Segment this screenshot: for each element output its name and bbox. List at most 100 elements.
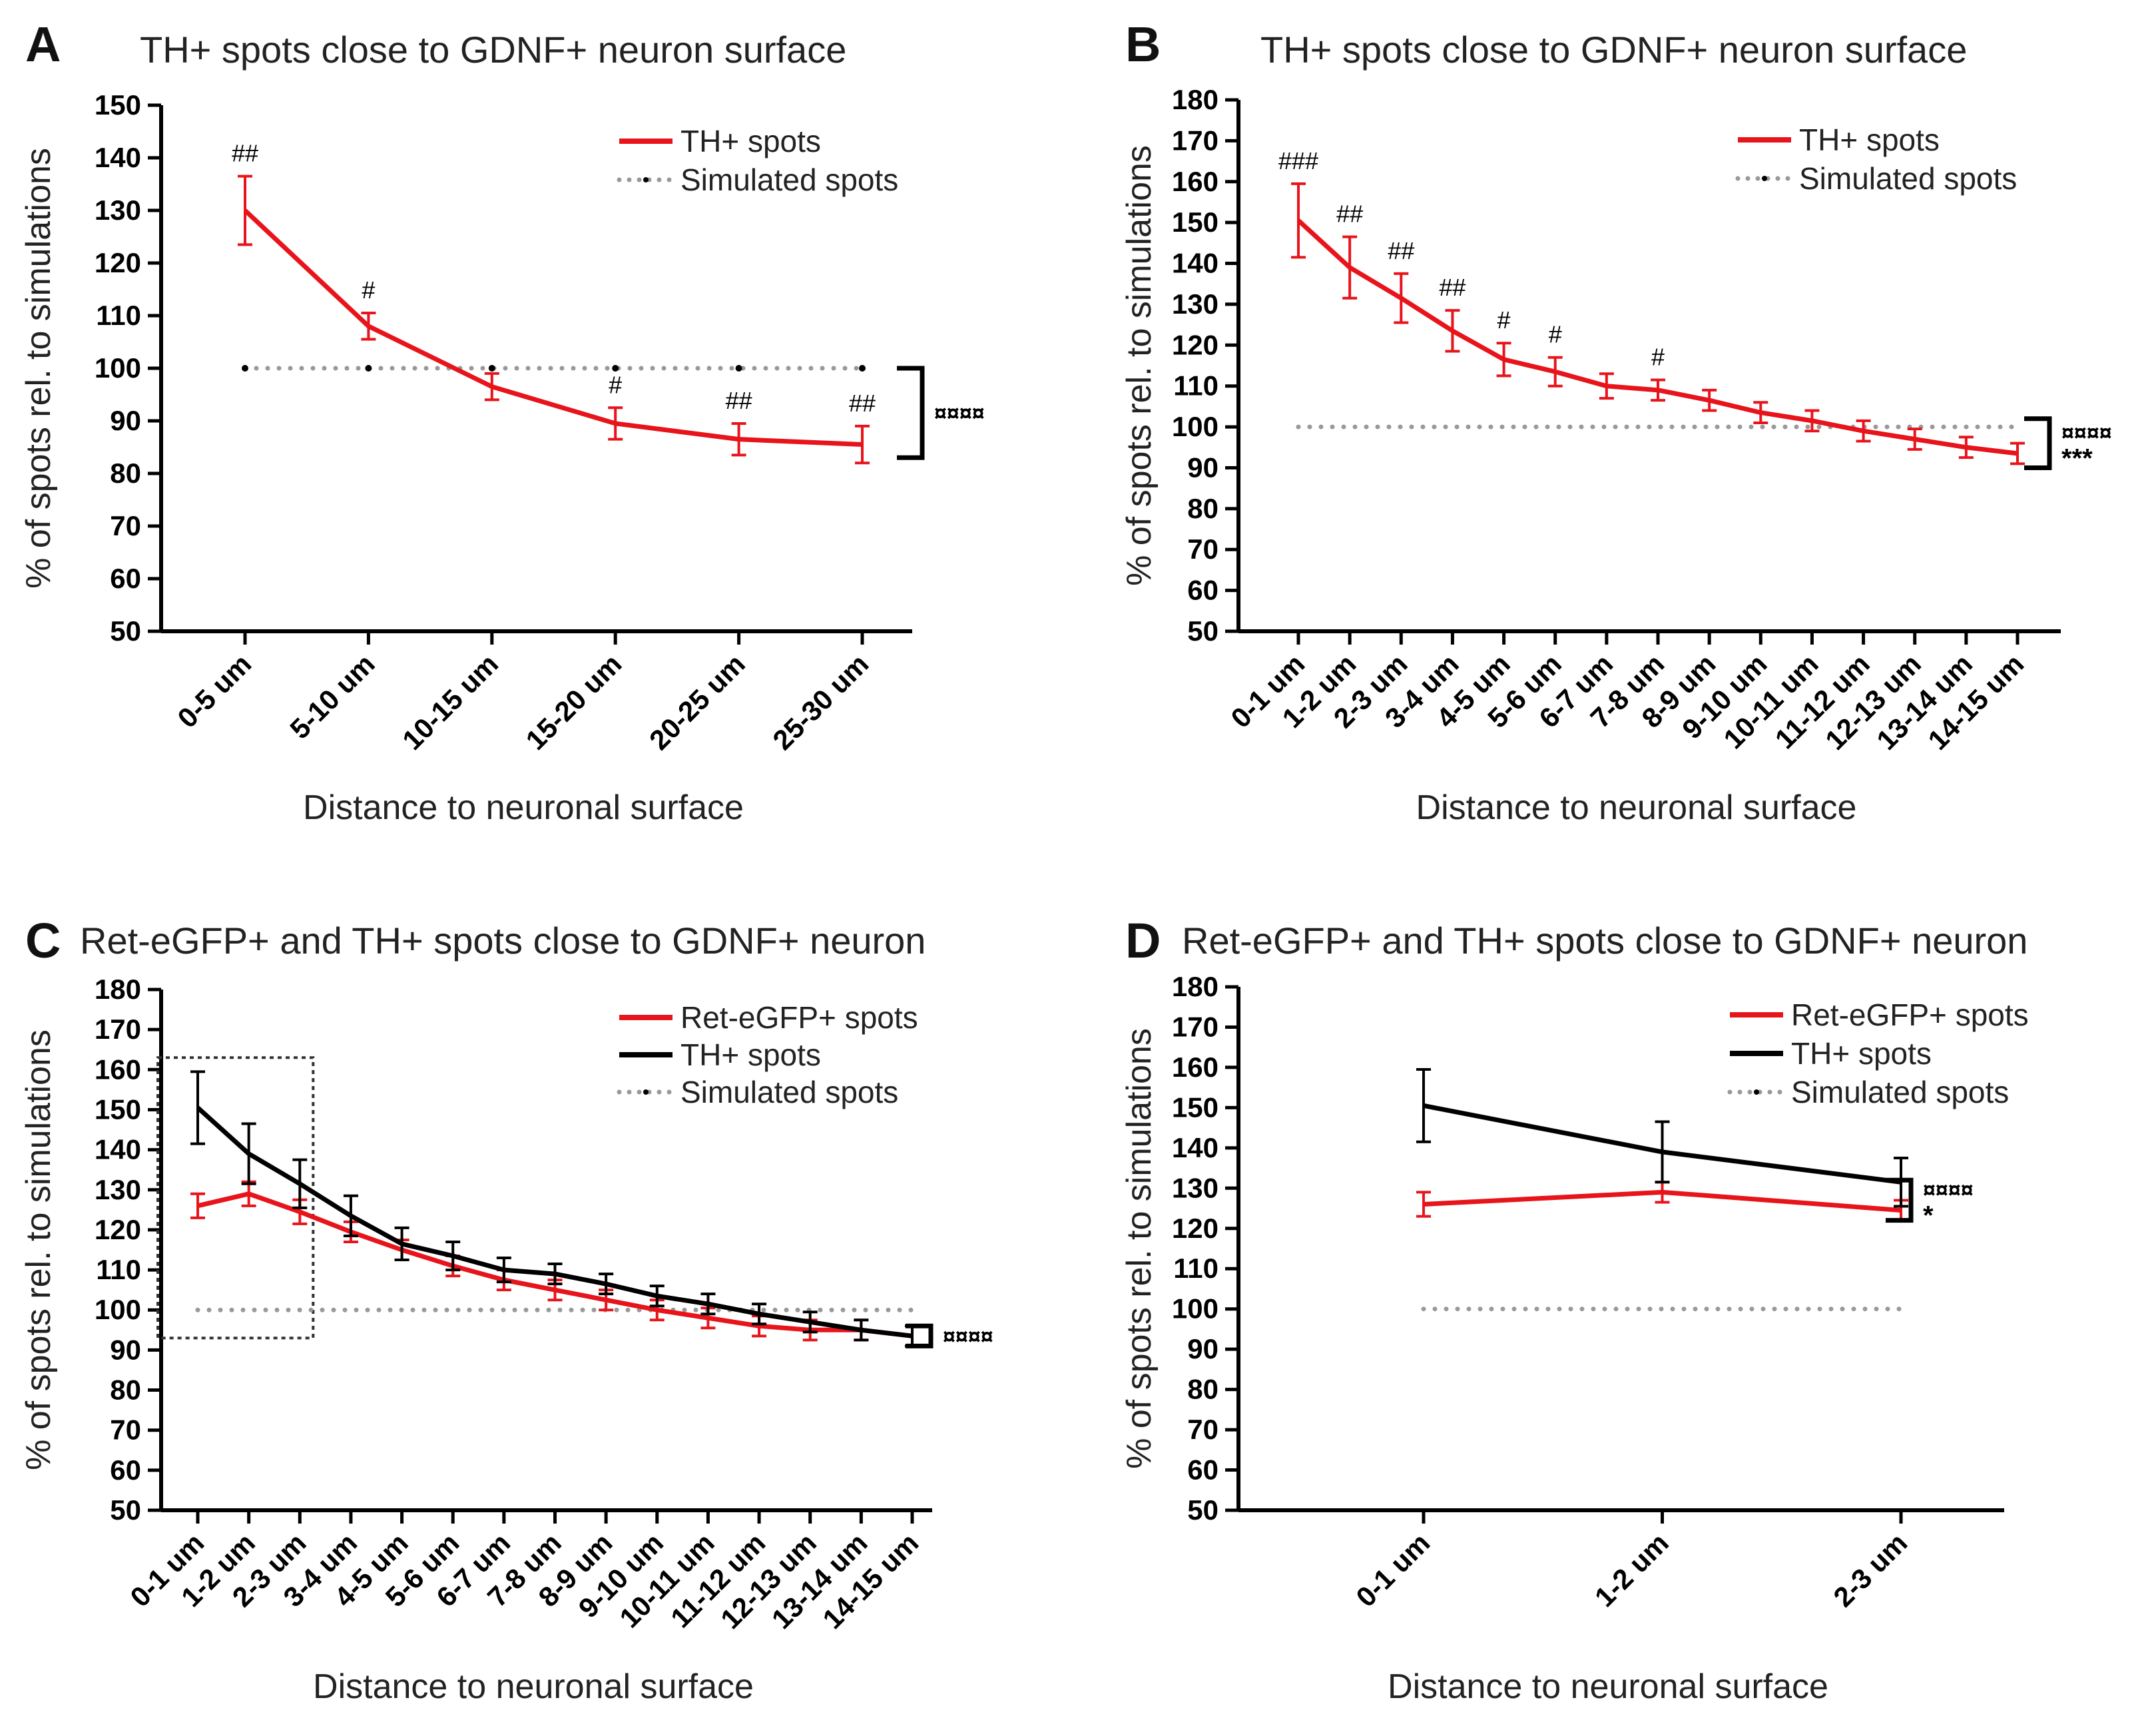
x-tick-label: 15-20 um [520, 648, 628, 756]
y-tick-label: 150 [1172, 1091, 1218, 1123]
legend-label-ret-egfp-spots: Ret-eGFP+ spots [1791, 998, 2029, 1032]
y-tick-label: 150 [95, 1093, 141, 1125]
legend-marker-simulated-spots [1762, 176, 1767, 181]
significance-symbol-bottom: *** [2061, 444, 2093, 473]
y-tick-label: 110 [96, 1254, 141, 1285]
panel-label-b: B [1125, 17, 1161, 72]
chart-panel-c: Ret-eGFP+ and TH+ spots close to GDNF+ n… [19, 920, 993, 1706]
y-tick-label: 70 [110, 510, 141, 541]
y-tick-label: 50 [110, 1494, 141, 1526]
legend-label-th-spots: TH+ spots [680, 1037, 821, 1072]
y-tick-label: 150 [95, 89, 141, 121]
significance-bracket [1886, 1177, 1914, 1223]
y-tick-label: 140 [1172, 248, 1218, 279]
significance-symbol-top: ¤¤¤¤ [934, 401, 985, 426]
y-tick-label: 50 [1187, 1494, 1218, 1526]
y-tick-label: 100 [95, 1294, 141, 1325]
chart-title: TH+ spots close to GDNF+ neuron surface [1260, 29, 1967, 71]
y-tick-label: 80 [1187, 493, 1218, 524]
x-tick-label: 20-25 um [643, 648, 751, 756]
legend-label-th-spots: TH+ spots [680, 124, 821, 158]
y-tick-label: 160 [95, 1053, 141, 1085]
data-point-simulated-spots [735, 365, 742, 372]
x-axis-label: Distance to neuronal surface [303, 788, 744, 827]
y-tick-label: 110 [1173, 1253, 1218, 1284]
panel-label-c: C [25, 913, 61, 968]
y-tick-label: 160 [1172, 166, 1218, 197]
significance-annotation: ## [726, 387, 752, 414]
x-tick-label: 5-10 um [284, 648, 380, 744]
x-tick-label: 25-30 um [766, 648, 874, 756]
legend-marker-th-spots [643, 1052, 649, 1057]
significance-annotation: # [1549, 321, 1562, 348]
significance-symbol-top: ¤¤¤¤ [2061, 421, 2112, 446]
series-line-th-spots [196, 1105, 913, 1338]
y-tick-label: 80 [110, 457, 141, 489]
legend-marker-ret-egfp-spots [1754, 1012, 1759, 1017]
data-point-simulated-spots [488, 365, 495, 372]
y-tick-label: 50 [110, 615, 141, 647]
y-tick-label: 100 [1172, 1293, 1218, 1324]
legend-label-th-spots: TH+ spots [1799, 123, 1940, 157]
y-tick-label: 120 [1172, 1213, 1218, 1244]
chart-panel-b: TH+ spots close to GDNF+ neuron surface 5… [1120, 29, 2112, 827]
y-tick-label: 150 [1172, 206, 1218, 238]
x-tick-label: 0-5 um [171, 648, 257, 734]
x-tick-label: 1-2 um [1589, 1527, 1675, 1613]
y-tick-label: 120 [95, 1214, 141, 1245]
y-tick-label: 70 [1187, 1414, 1218, 1445]
legend-marker-simulated-spots [643, 1089, 649, 1095]
significance-annotation: ### [1278, 147, 1318, 174]
y-tick-label: 130 [95, 194, 141, 226]
significance-bracket [906, 1323, 934, 1348]
significance-annotation: ## [1388, 237, 1414, 264]
y-tick-label: 130 [1172, 1172, 1218, 1203]
x-tick-label: 10-15 um [396, 648, 504, 756]
y-tick-label: 80 [1187, 1374, 1218, 1405]
significance-annotation: ## [232, 140, 258, 167]
series-line-th-spots [243, 208, 863, 447]
y-tick-label: 60 [110, 1454, 141, 1486]
y-tick-label: 70 [110, 1414, 141, 1446]
highlight-box [156, 1056, 315, 1340]
y-tick-label: 140 [95, 142, 141, 173]
y-tick-label: 90 [110, 1334, 141, 1365]
significance-annotation: ## [1439, 274, 1466, 301]
panel-label-a: A [25, 17, 61, 72]
significance-symbol-bottom: * [1923, 1201, 1934, 1230]
panel-label-d: D [1125, 913, 1161, 968]
legend-label-simulated-spots: Simulated spots [1799, 161, 2017, 196]
x-axis-label: Distance to neuronal surface [313, 1667, 754, 1706]
significance-annotation: # [1497, 306, 1511, 334]
significance-symbol-top: ¤¤¤¤ [943, 1324, 993, 1349]
legend-marker-th-spots [1754, 1051, 1759, 1056]
significance-annotation: ## [1336, 200, 1363, 228]
significance-bracket [897, 366, 925, 460]
legend-marker-ret-egfp-spots [643, 1015, 649, 1020]
data-point-simulated-spots [365, 365, 372, 372]
y-tick-label: 120 [95, 247, 141, 278]
legend-marker-th-spots [1762, 137, 1767, 143]
y-tick-label: 50 [1187, 615, 1218, 647]
chart-title: TH+ spots close to GDNF+ neuron surface [140, 29, 846, 71]
legend-label-simulated-spots: Simulated spots [680, 162, 898, 197]
y-axis-label: % of spots rel. to simulations [19, 148, 58, 589]
y-tick-label: 60 [1187, 575, 1218, 606]
legend-label-ret-egfp-spots: Ret-eGFP+ spots [680, 1000, 918, 1035]
y-tick-label: 180 [95, 974, 141, 1005]
data-point-simulated-spots [859, 365, 866, 372]
x-tick-label: 0-1 um [1350, 1527, 1436, 1613]
y-tick-label: 140 [1172, 1132, 1218, 1163]
chart-title: Ret-eGFP+ and TH+ spots close to GDNF+ n… [1182, 920, 2027, 962]
y-tick-label: 130 [1172, 288, 1218, 320]
y-tick-label: 60 [110, 563, 141, 594]
legend-label-th-spots: TH+ spots [1791, 1036, 1932, 1071]
y-tick-label: 100 [1172, 411, 1218, 442]
x-axis-label: Distance to neuronal surface [1388, 1667, 1828, 1706]
chart-title: Ret-eGFP+ and TH+ spots close to GDNF+ n… [80, 920, 926, 962]
legend-label-simulated-spots: Simulated spots [1791, 1075, 2009, 1109]
y-tick-label: 160 [1172, 1051, 1218, 1083]
y-tick-label: 120 [1172, 329, 1218, 360]
y-tick-label: 170 [1172, 1011, 1218, 1042]
y-tick-label: 60 [1187, 1454, 1218, 1486]
